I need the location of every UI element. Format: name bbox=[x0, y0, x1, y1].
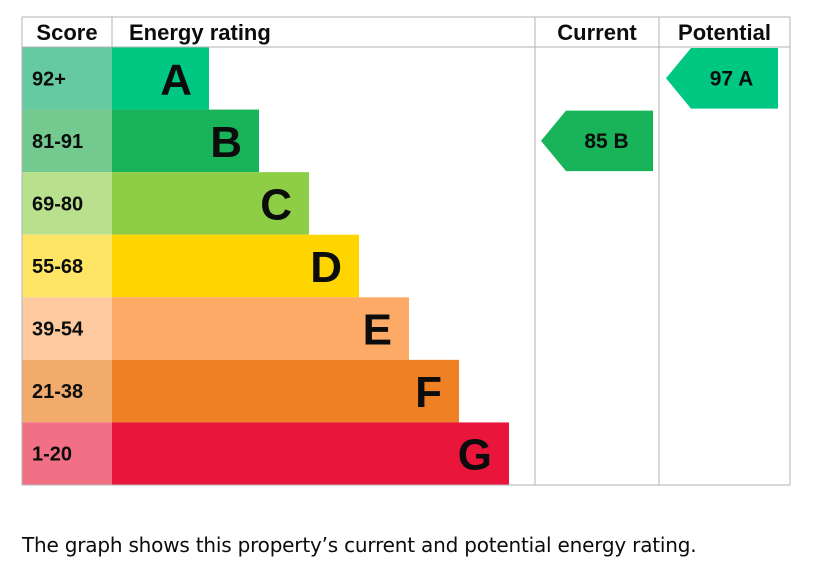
score-header: Score bbox=[36, 20, 97, 45]
chart-caption: The graph shows this property’s current … bbox=[22, 533, 697, 557]
potential-header: Potential bbox=[678, 20, 771, 45]
rating-bar-f bbox=[112, 359, 459, 423]
rating-bar-c bbox=[112, 172, 309, 235]
score-cell-c bbox=[22, 172, 112, 235]
potential-rating-label: 97 A bbox=[710, 67, 754, 90]
score-label-d: 55-68 bbox=[32, 256, 83, 278]
rating-letter-f: F bbox=[415, 368, 442, 417]
rating-letter-a: A bbox=[160, 55, 192, 104]
rating-bar-e bbox=[112, 297, 409, 360]
score-label-g: 1-20 bbox=[32, 444, 72, 466]
score-cell-g bbox=[22, 422, 112, 485]
rating-bar-b bbox=[112, 109, 259, 173]
potential-rating-arrow bbox=[666, 48, 778, 109]
score-cell-a bbox=[22, 47, 112, 110]
rating-bar-g bbox=[112, 422, 509, 485]
score-label-b: 81-91 bbox=[32, 131, 83, 153]
rating-header: Energy rating bbox=[129, 20, 271, 45]
score-cell-f bbox=[22, 359, 112, 423]
rating-letter-d: D bbox=[310, 243, 342, 292]
rating-letter-b: B bbox=[210, 118, 242, 167]
rating-letter-c: C bbox=[260, 180, 292, 229]
rating-letter-g: G bbox=[458, 431, 492, 480]
score-label-a: 92+ bbox=[32, 68, 66, 90]
current-header: Current bbox=[557, 20, 637, 45]
current-rating-label: 85 B bbox=[584, 130, 628, 153]
score-label-c: 69-80 bbox=[32, 193, 83, 215]
current-rating-arrow bbox=[541, 110, 653, 172]
energy-rating-chart: 92+ A 81-91 B 69-80 C 55-68 D 39-54 E 21-38 F 1-20 G S… bbox=[21, 16, 791, 486]
score-label-e: 39-54 bbox=[32, 319, 84, 341]
rating-bar-a bbox=[112, 47, 209, 110]
score-label-f: 21-38 bbox=[32, 381, 83, 403]
score-cell-e bbox=[22, 297, 112, 360]
score-cell-d bbox=[22, 234, 112, 298]
score-cell-b bbox=[22, 109, 112, 173]
rating-bar-d bbox=[112, 234, 359, 298]
rating-letter-e: E bbox=[363, 306, 392, 355]
